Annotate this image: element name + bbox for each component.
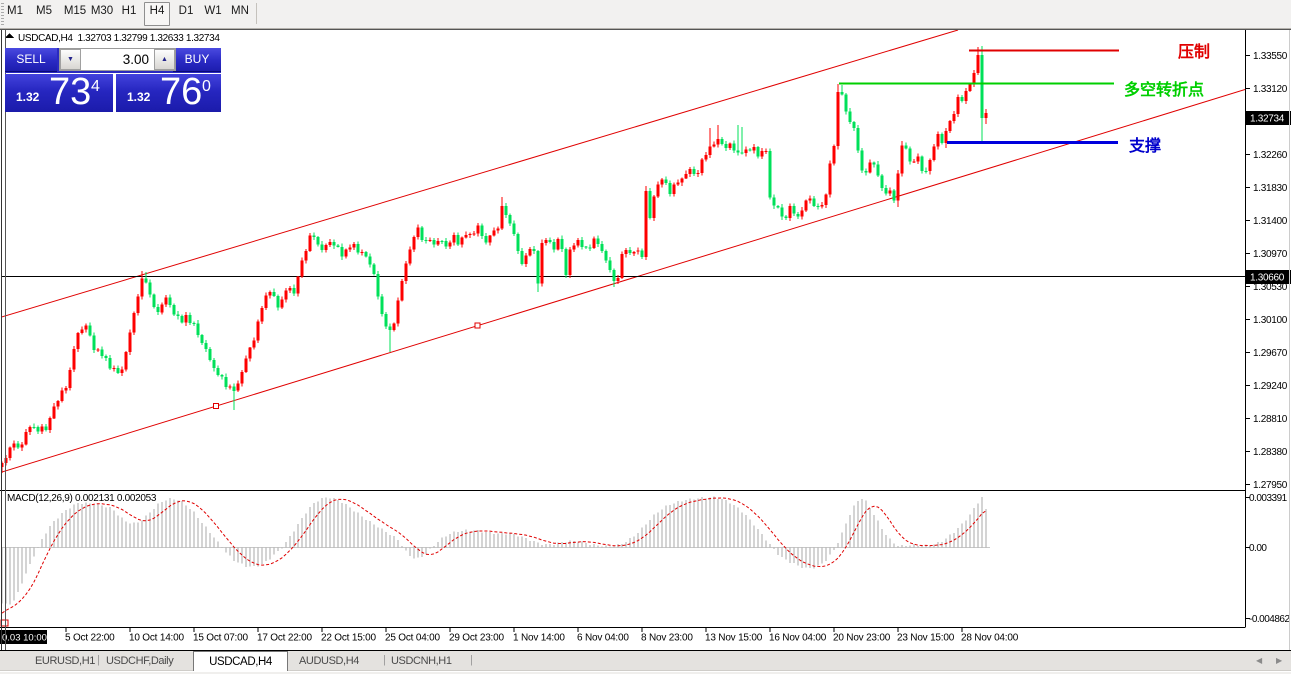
svg-text:-0.004862: -0.004862 <box>1249 614 1290 625</box>
svg-text:压制: 压制 <box>1178 43 1210 61</box>
svg-text:1.29240: 1.29240 <box>1253 381 1288 392</box>
svg-text:1.33120: 1.33120 <box>1253 84 1288 95</box>
svg-text:20 Nov 23:00: 20 Nov 23:00 <box>833 633 891 644</box>
svg-text:1.31400: 1.31400 <box>1253 216 1288 227</box>
svg-text:8 Nov 23:00: 8 Nov 23:00 <box>641 633 693 644</box>
svg-text:1.32260: 1.32260 <box>1253 150 1288 161</box>
svg-text:1.28810: 1.28810 <box>1253 414 1288 425</box>
svg-text:1.30660: 1.30660 <box>1250 273 1285 284</box>
svg-text:USDCAD,H4 1.32703 1.32799 1.3: USDCAD,H4 1.32703 1.32799 1.32633 1.3273… <box>18 33 220 44</box>
svg-text:1.31830: 1.31830 <box>1253 183 1288 194</box>
svg-text:15 Oct 07:00: 15 Oct 07:00 <box>193 633 248 644</box>
svg-text:1.29670: 1.29670 <box>1253 348 1288 359</box>
svg-text:1.30530: 1.30530 <box>1253 282 1288 293</box>
svg-text:10 Oct 14:00: 10 Oct 14:00 <box>129 633 184 644</box>
svg-text:1.28380: 1.28380 <box>1253 447 1288 458</box>
svg-text:1.30100: 1.30100 <box>1253 315 1288 326</box>
svg-text:22 Oct 15:00: 22 Oct 15:00 <box>321 633 376 644</box>
svg-text:6 Nov 04:00: 6 Nov 04:00 <box>577 633 629 644</box>
svg-text:1.30970: 1.30970 <box>1253 249 1288 260</box>
svg-text:1 Nov 14:00: 1 Nov 14:00 <box>513 633 565 644</box>
svg-text:支撑: 支撑 <box>1128 136 1161 155</box>
svg-text:16 Nov 04:00: 16 Nov 04:00 <box>769 633 827 644</box>
svg-text:29 Oct 23:00: 29 Oct 23:00 <box>449 633 504 644</box>
svg-text:0.00: 0.00 <box>1249 543 1267 554</box>
svg-text:13 Nov 15:00: 13 Nov 15:00 <box>705 633 763 644</box>
svg-text:1.33550: 1.33550 <box>1253 51 1288 62</box>
svg-text:25 Oct 04:00: 25 Oct 04:00 <box>385 633 440 644</box>
svg-text:23 Nov 15:00: 23 Nov 15:00 <box>897 633 955 644</box>
svg-text:28 Nov 04:00: 28 Nov 04:00 <box>961 633 1019 644</box>
svg-text:5 Oct 22:00: 5 Oct 22:00 <box>65 633 115 644</box>
svg-text:0.003391: 0.003391 <box>1249 493 1288 504</box>
svg-text:17 Oct 22:00: 17 Oct 22:00 <box>257 633 312 644</box>
svg-text:1.32734: 1.32734 <box>1250 114 1285 125</box>
svg-text:0.03 10:00: 0.03 10:00 <box>2 633 47 644</box>
svg-text:多空转折点: 多空转折点 <box>1124 80 1204 99</box>
svg-text:1.27950: 1.27950 <box>1253 480 1288 491</box>
svg-text:MACD(12,26,9) 0.002131 0.00205: MACD(12,26,9) 0.002131 0.002053 <box>7 493 157 504</box>
